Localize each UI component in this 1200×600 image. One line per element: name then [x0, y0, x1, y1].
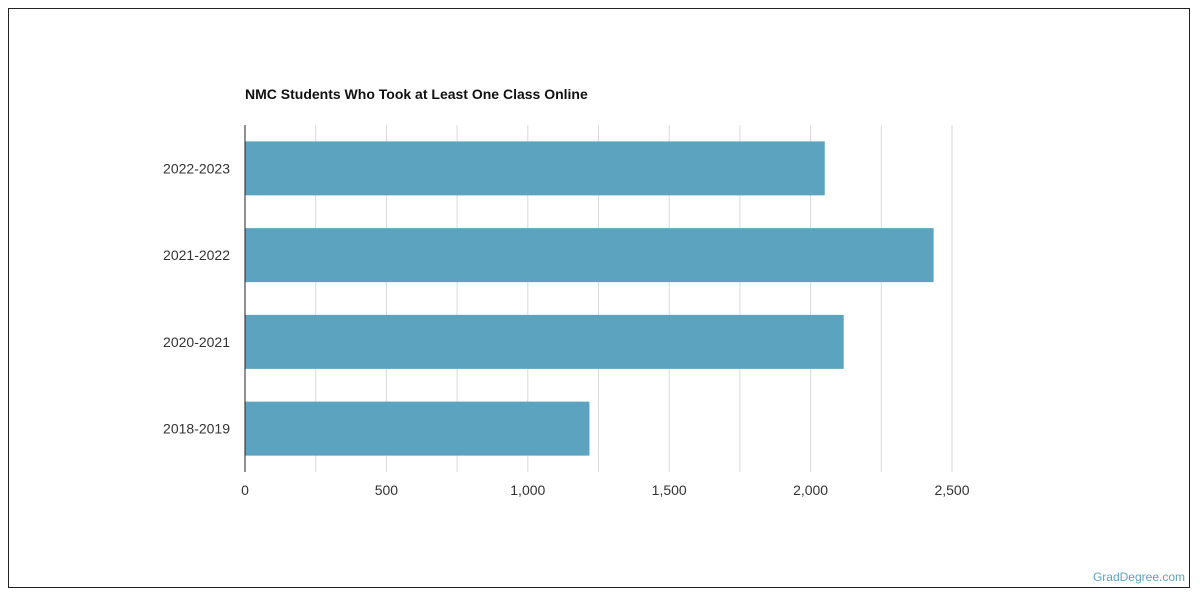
- x-tick-label: 2,000: [793, 482, 828, 498]
- labels-layer: 2022-2023 2021-2022 2020-2021 2018-2019 0 500…: [163, 160, 970, 498]
- chart-title: NMC Students Who Took at Least One Class…: [245, 86, 588, 102]
- y-tick-label: 2021-2022: [163, 247, 230, 263]
- x-tick-label: 0: [241, 482, 249, 498]
- x-tick-label: 1,500: [652, 482, 687, 498]
- y-tick-label: 2022-2023: [163, 160, 230, 176]
- bar-2021-2022: [245, 228, 934, 283]
- bar-2018-2019: [245, 401, 590, 456]
- x-tick-label: 500: [375, 482, 399, 498]
- x-tick-label: 2,500: [934, 482, 969, 498]
- bar-2020-2021: [245, 314, 844, 369]
- y-tick-label: 2018-2019: [163, 421, 230, 437]
- bar-2022-2023: [245, 141, 825, 196]
- bars-layer: [245, 141, 934, 456]
- source-watermark[interactable]: GradDegree.com: [1092, 570, 1185, 584]
- y-tick-label: 2020-2021: [163, 334, 230, 350]
- x-tick-label: 1,000: [510, 482, 545, 498]
